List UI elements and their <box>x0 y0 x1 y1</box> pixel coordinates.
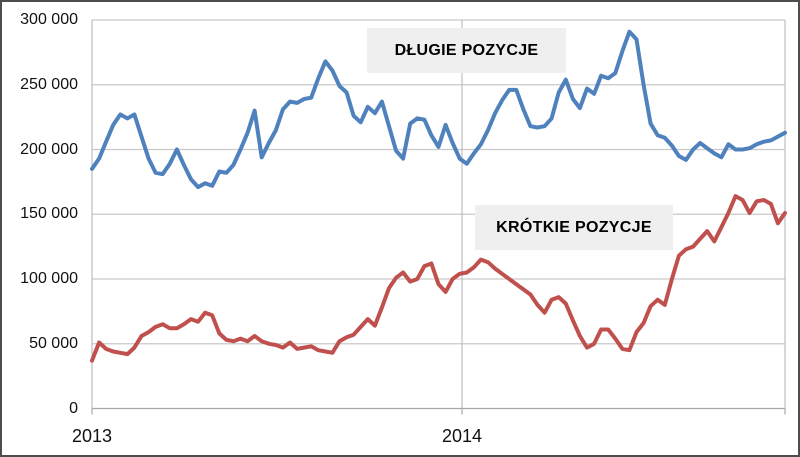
y-axis-tick-label: 200 000 <box>20 140 78 158</box>
y-axis-tick-label: 300 000 <box>20 11 78 28</box>
x-axis-tick-label: 2014 <box>441 425 483 446</box>
x-axis-tick-label: 2013 <box>71 425 113 446</box>
series-line-krotkie-pozycje <box>90 194 787 363</box>
y-axis-tick-label: 50 000 <box>29 334 78 352</box>
series-line-dlugie-pozycje <box>90 29 787 190</box>
y-axis-tick-label: 250 000 <box>20 75 78 93</box>
series-label-dlugie: DŁUGIE POZYCJE <box>367 28 566 73</box>
y-axis-tick-label: 0 <box>69 399 78 417</box>
y-axis-tick-label: 100 000 <box>20 270 78 287</box>
y-axis-tick-label: 150 000 <box>20 205 78 223</box>
series-label-krotkie: KRÓTKIE POZYCJE <box>475 205 673 250</box>
